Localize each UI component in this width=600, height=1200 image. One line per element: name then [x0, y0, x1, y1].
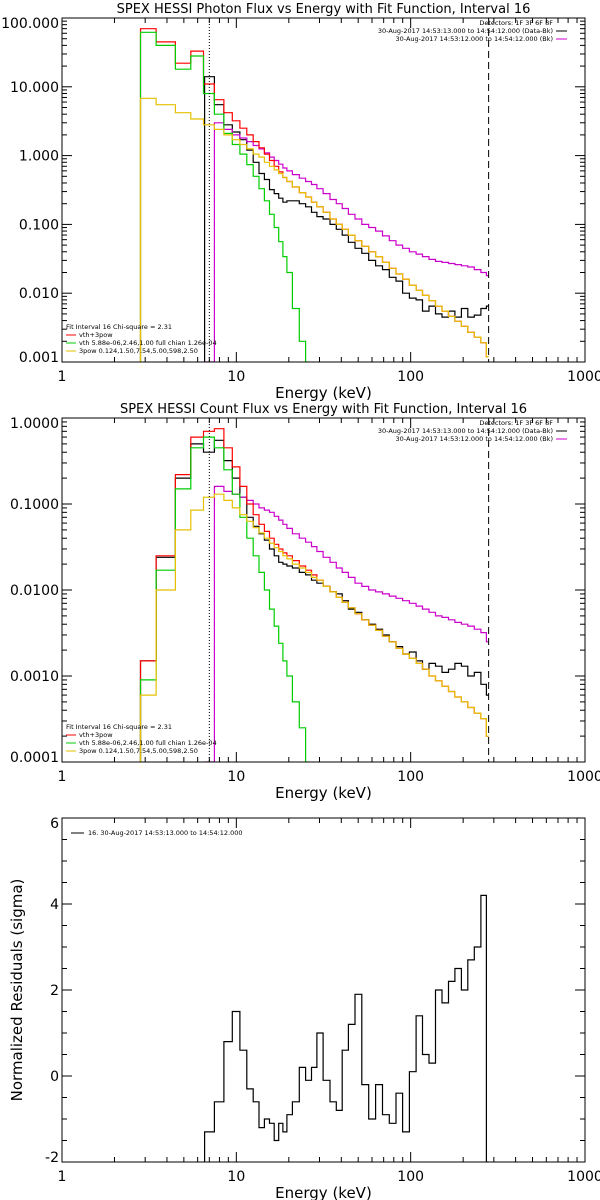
y-tick-label: 0.0100	[10, 583, 59, 599]
chart-panel-1: SPEX HESSI Photon Flux vs Energy with Fi…	[1, 2, 600, 402]
series-line-5	[139, 97, 489, 362]
y-tick-label: 1.0000	[10, 416, 59, 432]
legend-bottom-text: vth 5.88e-06,2.46,1.00 full chian 1.26e-…	[79, 739, 217, 747]
series-line-2	[204, 485, 489, 762]
series-line-3	[139, 428, 489, 762]
series-group	[139, 428, 489, 762]
x-tick-label: 100	[397, 769, 424, 785]
plot-frame	[61, 817, 586, 1163]
legend-bottom-text: vth+3pow	[79, 731, 113, 739]
x-tick-label: 100	[397, 369, 424, 385]
legend-bottom-text: 3pow 0.124,1.50,7.54,5.00,598,2.50	[79, 347, 198, 355]
chart-title: SPEX HESSI Photon Flux vs Energy with Fi…	[117, 2, 531, 17]
series-line-4	[139, 31, 309, 362]
x-tick-label: 10	[227, 369, 245, 385]
legend-bottom-text: vth 5.88e-06,2.46,1.00 full chian 1.26e-…	[79, 339, 217, 347]
y-tick-label: 0.100	[19, 217, 59, 233]
chart-title: SPEX HESSI Count Flux vs Energy with Fit…	[120, 402, 527, 417]
y-tick-label: 10.000	[10, 80, 59, 96]
series-line-3	[139, 28, 489, 362]
legend-top-text: 30-Aug-2017 14:53:12.000 to 14:54:12.000…	[396, 435, 553, 443]
series-line-2	[204, 122, 489, 362]
legend-top-text: 30-Aug-2017 14:53:13.000 to 14:54:12.000…	[378, 427, 553, 435]
y-tick-label: 2	[50, 983, 59, 999]
legend-top-text: Detectors: 1F 3F 6F 8F	[479, 419, 553, 427]
legend-top-text: 30-Aug-2017 14:53:13.000 to 14:54:12.000…	[378, 27, 553, 35]
y-tick-label: 0.0001	[10, 750, 59, 766]
legend-top-text: Detectors: 1F 3F 6F 8F	[479, 19, 553, 27]
x-tick-label: 10	[227, 769, 245, 785]
chart-panel-2: SPEX HESSI Count Flux vs Energy with Fit…	[10, 402, 600, 802]
x-axis-label: Energy (keV)	[275, 784, 372, 802]
plot-frame	[61, 17, 586, 363]
legend-bottom-text: Fit Interval 16 Chi-square = 2.31	[66, 323, 172, 331]
x-tick-label: 1000	[567, 769, 600, 785]
y-tick-label: 0.010	[19, 286, 59, 302]
x-tick-label: 1000	[567, 369, 600, 385]
x-tick-label: 10	[227, 1169, 245, 1185]
series-line-4	[139, 436, 309, 762]
y-tick-label: 0.1000	[10, 497, 59, 513]
y-tick-label: 0.0010	[10, 669, 59, 685]
legend-top-text: 30-Aug-2017 14:53:12.000 to 14:54:12.000…	[396, 35, 553, 43]
x-axis-label: Energy (keV)	[275, 384, 372, 402]
chart-panel-3: 1 10 100 1000 Energy (keV) -2 0 2 4 6 Normalized R…	[8, 816, 600, 1200]
x-tick-label: 100	[397, 1169, 424, 1185]
series-line-1	[139, 439, 489, 762]
series-group	[204, 894, 489, 1162]
series-line-5	[139, 493, 489, 762]
y-axis-label: Normalized Residuals (sigma)	[8, 879, 26, 1102]
legend-bottom-text: vth+3pow	[79, 331, 113, 339]
y-tick-label: -2	[45, 1150, 59, 1166]
y-tick-label: 6	[50, 816, 59, 832]
x-tick-label: 1	[58, 1169, 67, 1185]
legend-text: 16. 30-Aug-2017 14:53:13.000 to 14:54:12…	[88, 829, 243, 837]
legend-bottom-text: Fit Interval 16 Chi-square = 2.31	[66, 723, 172, 731]
y-tick-label: 100.000	[1, 16, 59, 32]
y-tick-label: 1.000	[19, 149, 59, 165]
series-group	[139, 28, 489, 362]
x-tick-label: 1	[58, 369, 67, 385]
series-line-1	[204, 894, 489, 1162]
series-line-1	[204, 76, 489, 362]
x-axis-label: Energy (keV)	[275, 1184, 372, 1200]
y-tick-label: 0	[50, 1069, 59, 1085]
legend-bottom-text: 3pow 0.124,1.50,7.54,5.00,598,2.50	[79, 747, 198, 755]
y-tick-label: 0.001	[19, 350, 59, 366]
x-tick-label: 1000	[567, 1169, 600, 1185]
y-tick-label: 4	[50, 897, 59, 913]
x-tick-label: 1	[58, 769, 67, 785]
